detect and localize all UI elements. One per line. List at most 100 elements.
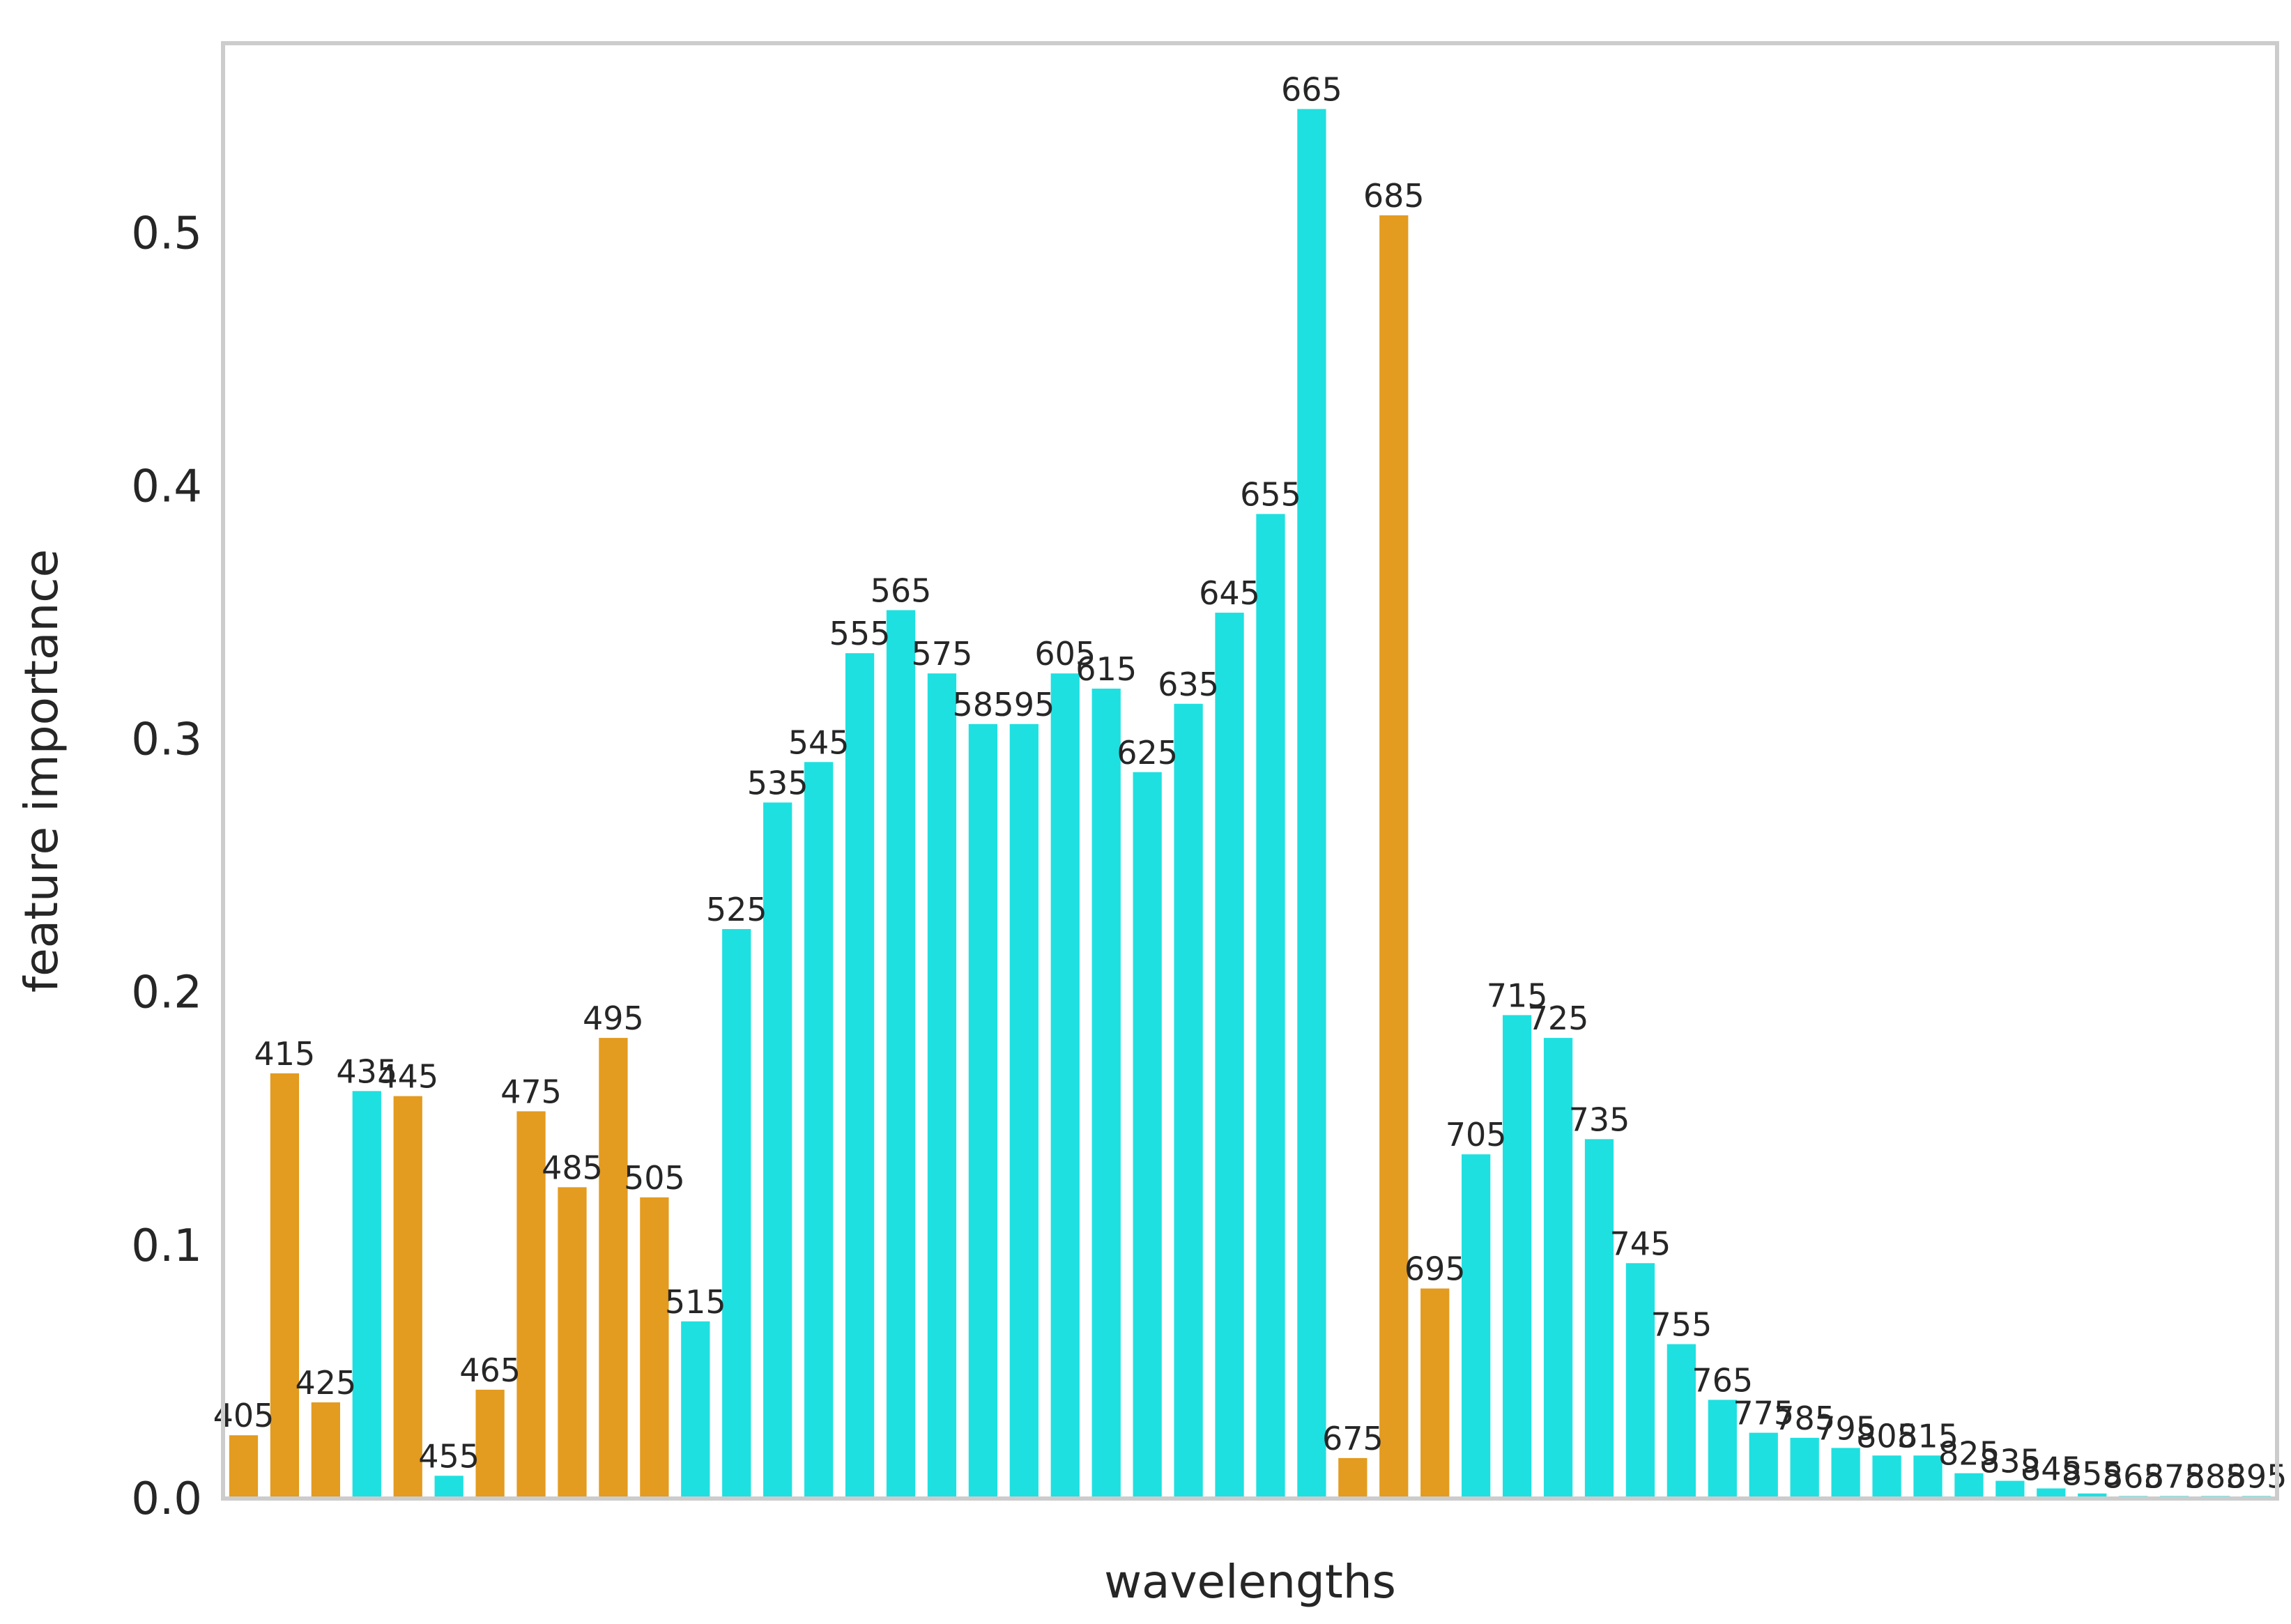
bar-755: [1666, 1344, 1696, 1499]
bar-445: [393, 1096, 422, 1499]
bar-815: [1913, 1455, 1943, 1499]
bar-label-645: 645: [1199, 574, 1260, 612]
bar-label-695: 695: [1404, 1250, 1466, 1288]
y-axis-label: feature importance: [15, 549, 68, 993]
bar-label-775: 775: [1733, 1395, 1794, 1432]
bar-775: [1749, 1432, 1778, 1499]
bar-835: [1995, 1480, 2025, 1499]
y-tick-label: 0.0: [131, 1473, 202, 1525]
bar-label-755: 755: [1650, 1305, 1712, 1343]
bar-label-725: 725: [1528, 999, 1589, 1037]
plot-frame: [221, 41, 2279, 1501]
bar-615: [1091, 688, 1121, 1499]
bar-label-805: 805: [1856, 1417, 1917, 1455]
bar-label-785: 785: [1774, 1400, 1835, 1437]
bar-label-565: 565: [871, 572, 932, 609]
bar-595: [1009, 723, 1039, 1499]
bar-label-835: 835: [1979, 1443, 2041, 1480]
bar-label-515: 515: [665, 1283, 726, 1321]
bar-535: [763, 802, 792, 1499]
bar-label-875: 875: [2144, 1457, 2205, 1495]
bar-label-545: 545: [788, 723, 850, 761]
bar-label-685: 685: [1363, 177, 1425, 215]
bar-label-435: 435: [336, 1052, 397, 1090]
bar-label-575: 575: [912, 635, 973, 673]
bar-725: [1543, 1038, 1573, 1499]
y-tick-label: 0.3: [131, 714, 202, 766]
bar-label-605: 605: [1034, 635, 1096, 673]
bar-455: [434, 1476, 463, 1499]
bar-765: [1708, 1400, 1737, 1499]
bar-665: [1297, 109, 1326, 1499]
bar-685: [1379, 215, 1409, 1499]
bar-415: [270, 1073, 300, 1499]
y-tick-label: 0.4: [131, 461, 202, 512]
bar-825: [1954, 1473, 1984, 1499]
bar-label-705: 705: [1446, 1116, 1507, 1154]
y-axis-ticks: 0.0 0.1 0.2 0.3 0.4 0.5: [131, 208, 202, 1525]
bar-675: [1338, 1457, 1367, 1499]
bar-label-655: 655: [1240, 475, 1301, 513]
bar-label-555: 555: [829, 615, 891, 652]
bar-625: [1133, 772, 1162, 1499]
bar-745: [1625, 1263, 1655, 1499]
x-axis-label: wavelengths: [1104, 1555, 1396, 1609]
bar-label-485: 485: [542, 1149, 603, 1186]
bar-label-625: 625: [1117, 734, 1178, 772]
bar-labels: 4054154254354454554654754854955055155255…: [213, 70, 2288, 1495]
bar-label-675: 675: [1322, 1420, 1384, 1457]
bar-505: [640, 1197, 669, 1499]
bar-label-615: 615: [1075, 650, 1137, 688]
bar-515: [681, 1321, 710, 1499]
bar-605: [1050, 673, 1080, 1499]
bar-label-845: 845: [2021, 1450, 2082, 1487]
bar-label-445: 445: [377, 1058, 438, 1096]
bar-785: [1790, 1437, 1819, 1499]
bar-435: [352, 1091, 381, 1499]
bar-label-585: 585: [952, 686, 1013, 723]
bar-855: [2078, 1493, 2107, 1499]
bar-645: [1215, 613, 1244, 1499]
bar-405: [229, 1435, 259, 1499]
bar-label-475: 475: [500, 1073, 562, 1110]
bar-label-665: 665: [1281, 70, 1342, 108]
bar-575: [927, 673, 957, 1499]
bar-label-535: 535: [747, 764, 809, 802]
bar-485: [558, 1187, 587, 1499]
y-tick-label: 0.2: [131, 967, 202, 1019]
bar-735: [1584, 1139, 1614, 1499]
bar-465: [475, 1389, 505, 1499]
bar-655: [1256, 514, 1285, 1499]
bars: [229, 109, 2271, 1499]
bar-label-745: 745: [1610, 1225, 1671, 1262]
bar-585: [968, 723, 998, 1499]
y-tick-label: 0.1: [131, 1220, 202, 1272]
bar-label-635: 635: [1158, 666, 1219, 703]
bar-label-815: 815: [1897, 1417, 1959, 1455]
bar-555: [845, 653, 875, 1499]
bar-label-505: 505: [624, 1159, 685, 1197]
bar-label-735: 735: [1569, 1101, 1630, 1138]
bar-495: [599, 1038, 628, 1499]
bar-label-885: 885: [2185, 1457, 2246, 1495]
bar-label-765: 765: [1692, 1361, 1753, 1399]
bar-705: [1462, 1154, 1491, 1499]
bar-label-855: 855: [2062, 1455, 2123, 1493]
bar-795: [1831, 1448, 1860, 1499]
bar-475: [516, 1111, 546, 1499]
bar-label-465: 465: [459, 1351, 521, 1389]
bar-805: [1872, 1455, 1901, 1499]
y-tick-label: 0.5: [131, 208, 202, 259]
bar-label-595: 595: [993, 686, 1055, 723]
bar-label-425: 425: [295, 1364, 356, 1402]
bar-label-415: 415: [254, 1035, 316, 1073]
bar-545: [804, 762, 834, 1499]
bar-565: [886, 610, 916, 1499]
bar-label-825: 825: [1938, 1435, 2000, 1473]
bar-715: [1502, 1015, 1532, 1499]
bar-845: [2037, 1488, 2066, 1499]
bar-label-495: 495: [583, 999, 644, 1037]
bar-525: [722, 928, 751, 1499]
